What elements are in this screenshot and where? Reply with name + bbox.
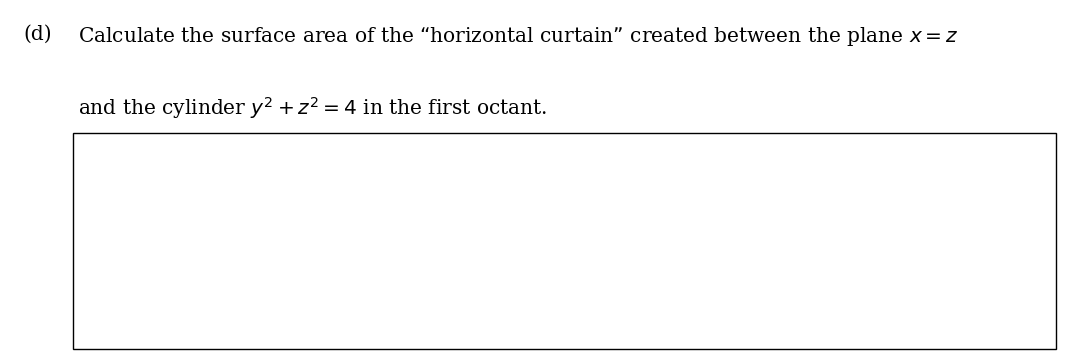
Text: Calculate the surface area of the “horizontal curtain” created between the plane: Calculate the surface area of the “horiz…: [78, 25, 958, 48]
Text: (d): (d): [24, 25, 53, 44]
Text: and the cylinder $y^2 + z^2 = 4$ in the first octant.: and the cylinder $y^2 + z^2 = 4$ in the …: [78, 95, 548, 121]
Bar: [73, 133, 1056, 349]
